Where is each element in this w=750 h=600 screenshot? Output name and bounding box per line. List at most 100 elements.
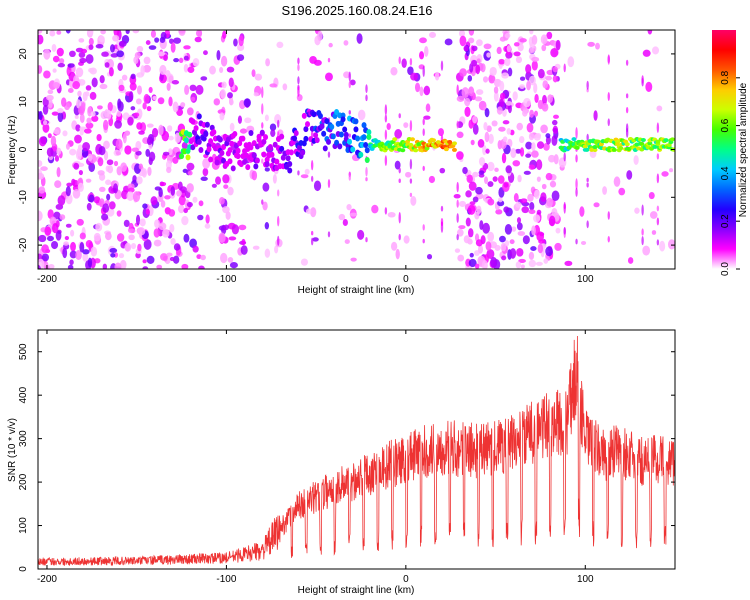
heatmap-cell [667, 239, 675, 250]
heatmap-cell [409, 57, 413, 66]
heatmap-cell [178, 204, 185, 214]
heatmap-cell [327, 178, 331, 189]
heatmap-cell [109, 44, 115, 53]
heatmap-cell [386, 122, 391, 131]
heatmap-cell [499, 98, 505, 108]
heatmap-cell [113, 30, 120, 37]
heatmap-cell [187, 170, 193, 176]
heatmap-cell [503, 206, 510, 213]
heatmap-cell [543, 258, 549, 264]
heatmap-cell [172, 101, 179, 113]
heatmap-cell [440, 60, 444, 71]
heatmap-cell [564, 260, 573, 267]
heatmap-x-tick-label: 0 [403, 274, 409, 285]
heatmap-cell [42, 123, 50, 133]
heatmap-cell [496, 106, 503, 115]
heatmap-cell [38, 30, 43, 34]
heatmap-cell [54, 180, 62, 189]
heatmap-cell [512, 160, 521, 167]
heatmap-cell [506, 127, 512, 135]
heatmap-cell [482, 76, 489, 83]
heatmap-cell [540, 34, 548, 45]
heatmap-cell [195, 30, 203, 37]
heatmap-cell [348, 110, 351, 115]
heatmap-ridge-cell [221, 144, 227, 151]
heatmap-cell [365, 84, 368, 93]
heatmap-cell [117, 62, 123, 71]
heatmap-ridge-cell [640, 138, 646, 143]
heatmap-cell [183, 233, 190, 243]
heatmap-cell [454, 248, 461, 253]
heatmap-cell [504, 223, 513, 235]
heatmap-ridge-cell [321, 130, 327, 137]
heatmap-cell [77, 182, 84, 193]
heatmap-cell [73, 162, 80, 170]
heatmap-cell [136, 45, 144, 53]
heatmap-cell [57, 111, 64, 123]
heatmap-cell [97, 157, 104, 167]
heatmap-cell [422, 128, 425, 137]
heatmap-cell [274, 245, 279, 254]
heatmap-ridge-cell [211, 129, 217, 136]
heatmap-cell [217, 109, 226, 115]
heatmap-cell [456, 151, 464, 160]
heatmap-cell [99, 186, 106, 193]
heatmap-cell [98, 35, 105, 43]
heatmap-cell [133, 112, 140, 117]
heatmap-cell [65, 143, 70, 150]
heatmap-cell [484, 131, 490, 143]
heatmap-cell [51, 44, 57, 52]
heatmap-ridge-cell [624, 142, 630, 147]
heatmap-cell [563, 201, 566, 214]
heatmap-cell [113, 183, 118, 194]
heatmap-cell [130, 106, 136, 111]
heatmap-cell [99, 75, 105, 84]
heatmap-cell [86, 202, 92, 211]
heatmap-ridge-cell [227, 158, 233, 165]
heatmap-cell [154, 186, 162, 191]
heatmap-cell [72, 188, 81, 199]
heatmap-cell [648, 191, 655, 200]
heatmap-cell [78, 105, 85, 116]
heatmap-ridge-cell [235, 153, 241, 160]
heatmap-cell [261, 158, 264, 164]
heatmap-cell [95, 43, 104, 49]
heatmap-ridge-cell [361, 122, 367, 129]
heatmap-cell [262, 201, 268, 211]
heatmap-cell [138, 130, 145, 135]
heatmap-cell [91, 77, 98, 88]
heatmap-cell [85, 85, 92, 91]
heatmap-cell [38, 172, 45, 180]
heatmap-cell [79, 241, 85, 253]
heatmap-cell [143, 64, 152, 73]
heatmap-cell [348, 71, 351, 82]
heatmap-cell [122, 112, 130, 121]
heatmap-cell [147, 166, 152, 176]
heatmap-cell [57, 107, 64, 114]
heatmap-cell [194, 36, 202, 43]
heatmap-cell [414, 82, 421, 93]
heatmap-cell [552, 75, 558, 83]
heatmap-cell [586, 220, 589, 229]
heatmap-cell [101, 213, 109, 221]
heatmap-cell [554, 242, 562, 251]
heatmap-cell [651, 46, 660, 55]
heatmap-cell [422, 65, 425, 78]
heatmap-cell [533, 214, 541, 223]
heatmap-cell [178, 57, 184, 64]
heatmap-cell [222, 174, 230, 184]
heatmap-cell [204, 223, 211, 229]
heatmap-cell [66, 182, 73, 187]
heatmap-cell [253, 92, 259, 97]
heatmap-cell [398, 167, 401, 174]
snr-y-axis-label: SNR (10 * v/v) [7, 418, 18, 482]
heatmap-cell [587, 41, 595, 47]
heatmap-cell [99, 83, 108, 90]
heatmap-cell [613, 176, 621, 187]
heatmap-cell [118, 84, 125, 92]
heatmap-ridge-cell [253, 163, 259, 170]
heatmap-cell [405, 171, 412, 178]
heatmap-cell [458, 30, 466, 38]
heatmap-cell [38, 234, 47, 243]
